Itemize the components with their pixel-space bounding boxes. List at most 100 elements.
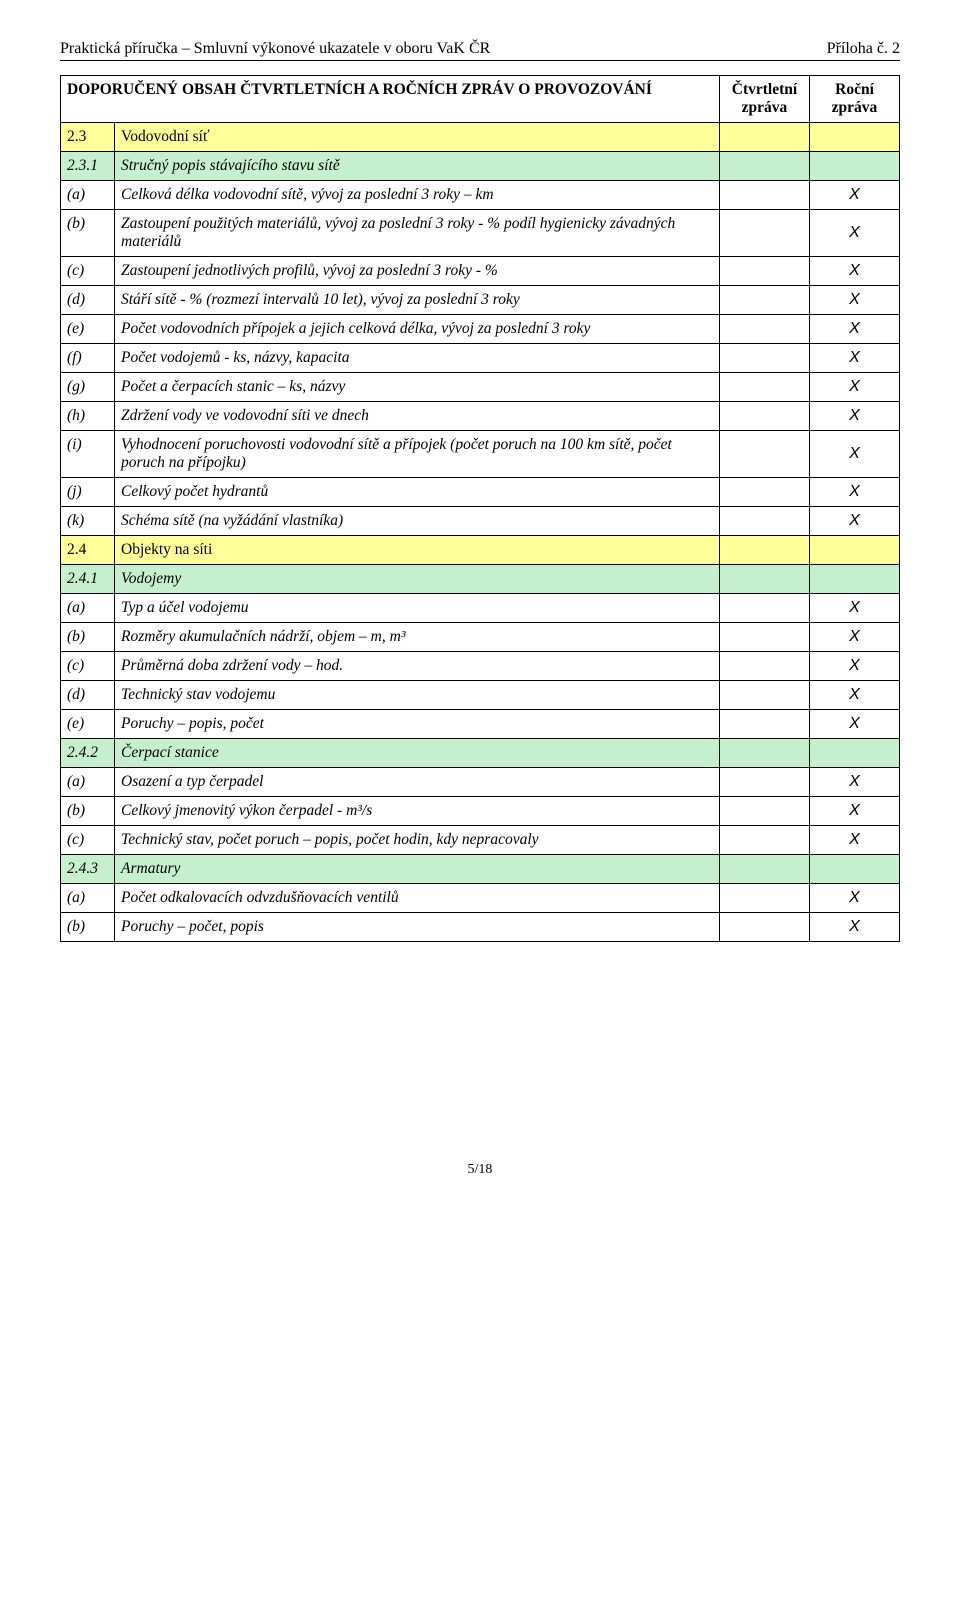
row-key: (e) <box>61 315 115 344</box>
content-table: DOPORUČENÝ OBSAH ČTVRTLETNÍCH A ROČNÍCH … <box>60 75 900 942</box>
row-key: (b) <box>61 797 115 826</box>
cell-q <box>720 286 810 315</box>
row-key: (i) <box>61 431 115 478</box>
row-key: 2.4 <box>61 536 115 565</box>
row-desc: Poruchy – popis, počet <box>115 710 720 739</box>
cell-q <box>720 681 810 710</box>
cell-r <box>810 565 900 594</box>
header-right: Příloha č. 2 <box>827 40 900 58</box>
cell-r <box>810 152 900 181</box>
cell-q <box>720 478 810 507</box>
table-title: DOPORUČENÝ OBSAH ČTVRTLETNÍCH A ROČNÍCH … <box>61 76 720 123</box>
row-key: (a) <box>61 768 115 797</box>
cell-r: X <box>810 913 900 942</box>
cell-r: X <box>810 257 900 286</box>
row-desc: Počet vodojemů - ks, názvy, kapacita <box>115 344 720 373</box>
cell-r <box>810 739 900 768</box>
row-key: (d) <box>61 286 115 315</box>
cell-r: X <box>810 210 900 257</box>
cell-r: X <box>810 478 900 507</box>
cell-q <box>720 507 810 536</box>
cell-r: X <box>810 652 900 681</box>
cell-r: X <box>810 623 900 652</box>
row-desc: Stáří sítě - % (rozmezí intervalů 10 let… <box>115 286 720 315</box>
row-desc: Technický stav, počet poruch – popis, po… <box>115 826 720 855</box>
cell-q <box>720 257 810 286</box>
row-desc: Čerpací stanice <box>115 739 720 768</box>
row-key: 2.4.2 <box>61 739 115 768</box>
cell-q <box>720 123 810 152</box>
row-key: (k) <box>61 507 115 536</box>
row-desc: Počet odkalovacích odvzdušňovacích venti… <box>115 884 720 913</box>
row-desc: Typ a účel vodojemu <box>115 594 720 623</box>
row-desc: Celková délka vodovodní sítě, vývoj za p… <box>115 181 720 210</box>
cell-q <box>720 181 810 210</box>
row-desc: Vodojemy <box>115 565 720 594</box>
cell-r: X <box>810 344 900 373</box>
row-desc: Celkový jmenovitý výkon čerpadel - m³/s <box>115 797 720 826</box>
row-key: (d) <box>61 681 115 710</box>
row-desc: Vyhodnocení poruchovosti vodovodní sítě … <box>115 431 720 478</box>
row-key: (g) <box>61 373 115 402</box>
row-desc: Poruchy – počet, popis <box>115 913 720 942</box>
cell-q <box>720 315 810 344</box>
cell-q <box>720 826 810 855</box>
row-desc: Rozměry akumulačních nádrží, objem – m, … <box>115 623 720 652</box>
row-key: (b) <box>61 623 115 652</box>
cell-q <box>720 536 810 565</box>
header-left: Praktická příručka – Smluvní výkonové uk… <box>60 40 490 58</box>
cell-q <box>720 594 810 623</box>
col-header-quarterly: Čtvrtletní zpráva <box>720 76 810 123</box>
cell-q <box>720 402 810 431</box>
cell-r: X <box>810 797 900 826</box>
row-key: (f) <box>61 344 115 373</box>
row-key: (j) <box>61 478 115 507</box>
row-key: (a) <box>61 594 115 623</box>
row-desc: Zastoupení použitých materiálů, vývoj za… <box>115 210 720 257</box>
cell-q <box>720 913 810 942</box>
cell-r: X <box>810 181 900 210</box>
col-header-annual: Roční zpráva <box>810 76 900 123</box>
cell-r: X <box>810 373 900 402</box>
cell-r: X <box>810 681 900 710</box>
cell-q <box>720 855 810 884</box>
row-desc: Stručný popis stávajícího stavu sítě <box>115 152 720 181</box>
cell-q <box>720 344 810 373</box>
cell-q <box>720 739 810 768</box>
row-key: (e) <box>61 710 115 739</box>
cell-q <box>720 373 810 402</box>
cell-q <box>720 652 810 681</box>
cell-r: X <box>810 826 900 855</box>
row-key: (c) <box>61 257 115 286</box>
row-desc: Průměrná doba zdržení vody – hod. <box>115 652 720 681</box>
row-key: (a) <box>61 181 115 210</box>
cell-q <box>720 431 810 478</box>
cell-r <box>810 536 900 565</box>
row-key: (h) <box>61 402 115 431</box>
row-desc: Osazení a typ čerpadel <box>115 768 720 797</box>
row-key: 2.4.3 <box>61 855 115 884</box>
row-key: (a) <box>61 884 115 913</box>
row-key: (c) <box>61 652 115 681</box>
page-header: Praktická příručka – Smluvní výkonové uk… <box>60 40 900 61</box>
cell-r <box>810 855 900 884</box>
cell-r: X <box>810 594 900 623</box>
row-key: (c) <box>61 826 115 855</box>
row-desc: Celkový počet hydrantů <box>115 478 720 507</box>
row-desc: Armatury <box>115 855 720 884</box>
row-desc: Zastoupení jednotlivých profilů, vývoj z… <box>115 257 720 286</box>
page-number: 5/18 <box>60 1162 900 1178</box>
cell-q <box>720 884 810 913</box>
cell-q <box>720 152 810 181</box>
cell-r: X <box>810 431 900 478</box>
cell-r: X <box>810 402 900 431</box>
row-desc: Počet vodovodních přípojek a jejich celk… <box>115 315 720 344</box>
cell-q <box>720 710 810 739</box>
cell-r: X <box>810 884 900 913</box>
row-desc: Vodovodní síť <box>115 123 720 152</box>
row-key: 2.3 <box>61 123 115 152</box>
cell-q <box>720 210 810 257</box>
cell-r <box>810 123 900 152</box>
row-desc: Technický stav vodojemu <box>115 681 720 710</box>
row-key: 2.3.1 <box>61 152 115 181</box>
